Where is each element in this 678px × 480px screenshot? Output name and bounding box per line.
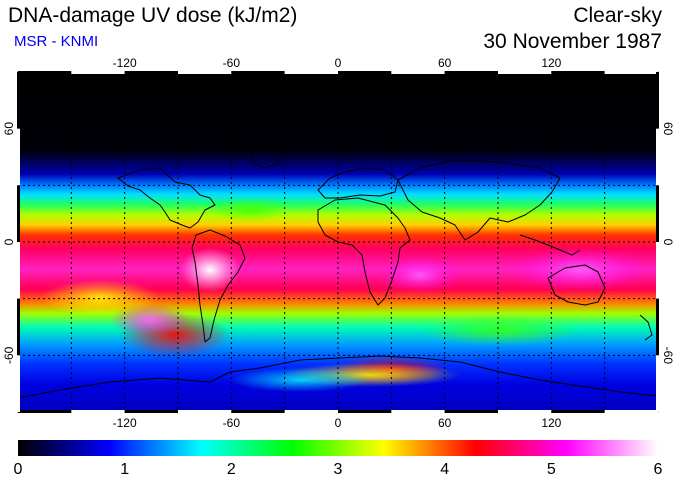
frame-bar-top	[444, 71, 498, 74]
frame-bar-top	[604, 71, 658, 74]
frame-bar-right	[656, 298, 659, 356]
lat-tick-label-right: 60	[661, 122, 675, 136]
frame-bar-top	[178, 71, 232, 74]
north-america-outline	[117, 167, 216, 229]
frame-bar-bottom	[338, 410, 392, 413]
colorbar-label: 6	[654, 461, 663, 478]
lon-tick-label-bottom: -120	[113, 416, 137, 430]
frame-bar-left	[17, 128, 20, 186]
date-label: 30 November 1987	[483, 30, 662, 53]
lat-tick-label-left: 0	[2, 238, 16, 245]
frame-bar-right	[656, 185, 659, 242]
lon-tick-label-top: 0	[335, 56, 342, 70]
lat-tick-label-right: -60	[661, 347, 675, 365]
australia-outline	[547, 264, 606, 306]
colorbar-label: 0	[14, 461, 23, 478]
new-zealand-outline	[639, 314, 653, 341]
frame-bar-left	[17, 72, 20, 129]
frame-bar-bottom	[18, 410, 72, 413]
lat-tick-label-right: 0	[661, 239, 675, 246]
lon-tick-label-top: -120	[113, 56, 137, 70]
colorbar-labels: 0 1 2 3 4 5 6	[14, 461, 663, 478]
frame-bar-bottom	[124, 410, 178, 413]
colorbar-label: 1	[120, 461, 129, 478]
frame-bar-bottom	[71, 410, 125, 413]
frame-bar-left	[17, 298, 20, 356]
frame-bar-right	[656, 72, 659, 129]
frame-bar-left	[17, 185, 20, 242]
frame-bar-top	[498, 71, 552, 74]
condition-label: Clear-sky	[573, 4, 662, 27]
frame-bar-top	[124, 71, 178, 74]
frame-bar-top	[284, 71, 338, 74]
frame-bar-bottom	[551, 410, 605, 413]
africa-outline	[317, 197, 411, 306]
lat-tick-label-left: 60	[2, 122, 16, 136]
source-label: MSR - KNMI	[14, 33, 99, 50]
frame-bar-left	[17, 242, 20, 299]
asia-outline	[397, 159, 561, 241]
lon-tick-label-top: 60	[438, 56, 452, 70]
colorbar-label: 3	[334, 461, 343, 478]
lon-tick-label-top: -60	[223, 56, 241, 70]
frame-bar-bottom	[231, 410, 285, 413]
lon-tick-label-bottom: 60	[438, 416, 452, 430]
maritime-asia-outline	[519, 234, 581, 256]
frame-bar-right	[656, 355, 659, 412]
frame-bar-top	[71, 71, 125, 74]
colorbar-label: 2	[227, 461, 236, 478]
frame-bar-top	[18, 71, 72, 74]
frame-bar-top	[391, 71, 445, 74]
tick-labels: -120 -120 -60 -60 0 0 60 60 120 120 60 60 0 0 -60 -60	[2, 56, 675, 430]
graticule	[18, 72, 658, 412]
frame-bar-left	[17, 355, 20, 412]
colorbar-label: 4	[440, 461, 449, 478]
lon-tick-label-bottom: -60	[223, 416, 241, 430]
andes-high-uv	[180, 248, 240, 292]
greenland-outline	[249, 144, 286, 169]
frame-bar-bottom	[178, 410, 232, 413]
frame-bar-bottom	[604, 410, 658, 413]
frame-bar-bottom	[391, 410, 445, 413]
colorbar-label: 5	[547, 461, 556, 478]
lon-tick-label-bottom: 0	[335, 416, 342, 430]
colorbar	[18, 440, 658, 456]
frame-bar-top	[231, 71, 285, 74]
frame-bar-bottom	[498, 410, 552, 413]
frame-bar-right	[656, 242, 659, 299]
lon-tick-label-bottom: 120	[541, 416, 561, 430]
map-title: DNA-damage UV dose (kJ/m2)	[8, 4, 298, 27]
frame-bar-bottom	[444, 410, 498, 413]
lon-tick-label-top: 120	[541, 56, 561, 70]
lat-tick-label-left: -60	[2, 346, 16, 364]
frame-bars	[17, 71, 659, 413]
frame-bar-top	[338, 71, 392, 74]
antarctica-outline	[17, 355, 659, 399]
frame-bar-bottom	[284, 410, 338, 413]
frame-bar-top	[551, 71, 605, 74]
frame-bar-right	[656, 128, 659, 186]
